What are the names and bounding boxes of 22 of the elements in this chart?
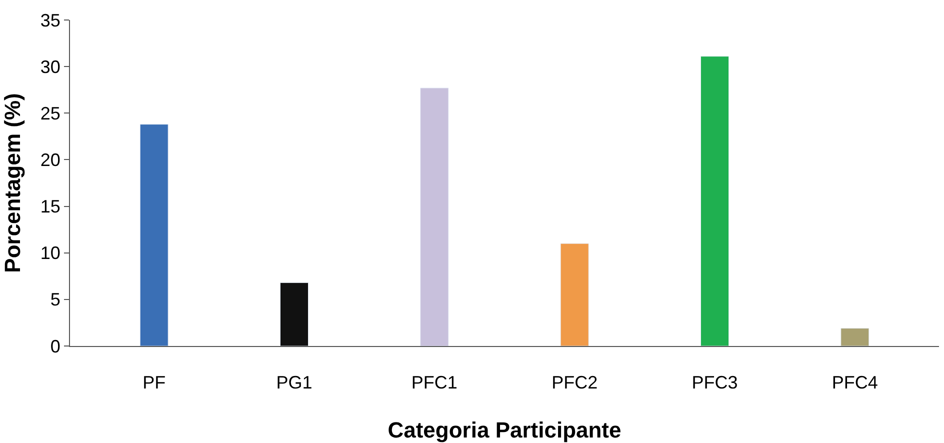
bar <box>140 124 168 346</box>
y-tick-label: 15 <box>40 196 60 217</box>
x-tick-label: PFC1 <box>411 372 458 393</box>
x-axis-title: Categoria Participante <box>388 418 622 442</box>
bar <box>420 88 449 346</box>
x-tick-label: PF <box>142 372 166 393</box>
y-tick-label: 10 <box>40 243 60 264</box>
x-tick-label: PG1 <box>276 372 312 393</box>
bar <box>700 56 730 346</box>
x-tick-label: PFC4 <box>832 372 878 393</box>
bar <box>280 282 309 346</box>
y-tick-label: 5 <box>50 290 60 310</box>
y-tick-label: 20 <box>40 150 60 170</box>
y-tick-label: 35 <box>40 10 60 30</box>
x-tick-label: PFC3 <box>692 372 738 393</box>
y-tick-label: 30 <box>40 56 60 77</box>
x-tick-label: PFC2 <box>552 372 598 393</box>
y-tick-label: 25 <box>40 103 60 124</box>
y-axis-title: Porcentagem (%) <box>0 93 25 273</box>
bar <box>840 328 870 346</box>
bar <box>560 243 589 346</box>
y-tick-label: 0 <box>50 336 60 356</box>
